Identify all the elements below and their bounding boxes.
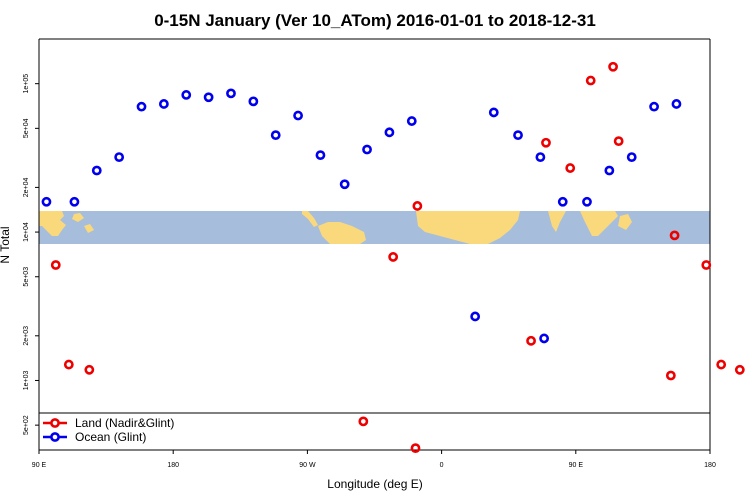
ocean-point (248, 96, 259, 107)
chart-title: 0-15N January (Ver 10_ATom) 2016-01-01 t… (154, 11, 596, 30)
x-tick-label: 90 E (569, 462, 584, 469)
land-point (608, 61, 618, 72)
land-point (565, 163, 576, 173)
land-point (734, 364, 745, 375)
ocean-point (582, 196, 592, 207)
land-point (716, 359, 727, 370)
land-point (613, 136, 624, 147)
legend-label: Ocean (Glint) (75, 430, 146, 444)
ocean-point (513, 130, 523, 141)
ocean-point (226, 88, 236, 99)
legend-label: Land (Nadir&Glint) (75, 416, 174, 430)
ocean-point (557, 196, 568, 207)
x-tick-label: 180 (704, 462, 716, 469)
land-point (84, 364, 95, 375)
legend: Land (Nadir&Glint)Ocean (Glint) (43, 416, 174, 444)
land-point (412, 201, 423, 211)
y-tick-label: 1e+03 (23, 371, 30, 391)
ocean-point (270, 130, 281, 141)
series-land (50, 61, 745, 454)
x-axis-ticks: 90 E 180 90 W 0 90 E 180 (32, 450, 716, 469)
ocean-point (488, 107, 499, 118)
y-tick-label: 1e+04 (23, 222, 30, 242)
land-point (63, 359, 74, 370)
y-tick-label: 5e+02 (23, 415, 30, 435)
map-land-southeast-asia (580, 211, 632, 236)
land-point (388, 252, 399, 262)
plot-frame (38, 38, 711, 451)
x-tick-label: 90 E (32, 462, 47, 469)
y-tick-label: 2e+03 (23, 326, 30, 346)
land-point (701, 260, 712, 270)
map-land-india (548, 211, 566, 232)
ocean-point (203, 92, 214, 103)
series-ocean (41, 88, 682, 344)
ocean-point (315, 150, 326, 161)
ocean-point (91, 165, 102, 176)
map-land-islands (72, 213, 94, 233)
x-tick-label: 90 W (299, 462, 316, 469)
y-tick-label: 2e+04 (23, 177, 30, 197)
ocean-point (114, 152, 125, 163)
land-point (50, 260, 61, 270)
ocean-point (293, 110, 303, 121)
land-point (665, 370, 676, 381)
legend-marker (50, 418, 60, 428)
ocean-point (158, 99, 169, 109)
ocean-point (626, 152, 637, 163)
ocean-point (136, 101, 147, 112)
land-point (541, 137, 551, 148)
x-axis-label: Longitude (deg E) (327, 477, 422, 491)
legend-marker (50, 432, 60, 442)
ocean-point (362, 144, 372, 155)
y-axis-label: N Total (0, 226, 12, 263)
y-tick-label: 1e+05 (23, 74, 30, 94)
ocean-point (470, 311, 481, 322)
land-point (358, 416, 369, 427)
ocean-point (671, 99, 682, 109)
x-tick-label: 0 (440, 462, 444, 469)
map-land-south-america (318, 222, 366, 244)
series-layer (41, 61, 745, 454)
ocean-point (406, 116, 417, 126)
land-point (585, 75, 596, 86)
y-tick-label: 5e+03 (23, 267, 30, 287)
map-land-asia (39, 211, 66, 236)
y-axis-ticks: 5e+02 1e+03 2e+03 5e+03 1e+04 2e+04 5e+04 1e+05 (23, 74, 39, 435)
land-point (669, 230, 680, 241)
ocean-point (339, 179, 350, 190)
ocean-point (649, 101, 659, 112)
ocean-point (604, 165, 615, 176)
x-tick-label: 180 (167, 462, 179, 469)
map-land-africa (416, 211, 520, 244)
ocean-point (539, 333, 550, 344)
y-tick-label: 5e+04 (23, 118, 30, 138)
ocean-point (181, 90, 192, 100)
land-point (526, 335, 536, 346)
ocean-point (535, 152, 546, 163)
ocean-point (69, 196, 80, 207)
ocean-point (41, 196, 52, 207)
map-land-central-america (302, 211, 318, 227)
land-point (410, 443, 421, 454)
ocean-point (384, 127, 395, 138)
world-map-band (39, 211, 710, 244)
